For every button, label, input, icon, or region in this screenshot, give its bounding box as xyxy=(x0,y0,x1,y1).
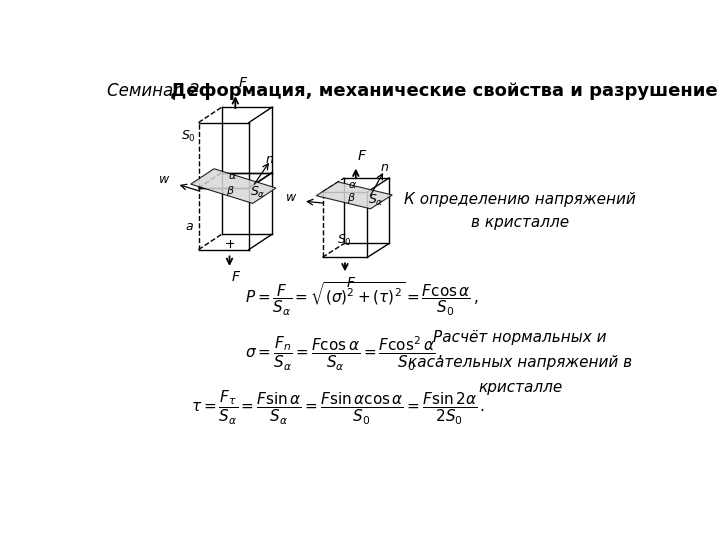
Text: $S_0$: $S_0$ xyxy=(181,129,197,144)
Text: $F$: $F$ xyxy=(231,271,241,285)
Text: $F$: $F$ xyxy=(357,150,367,164)
Text: $F$: $F$ xyxy=(238,76,248,90)
Polygon shape xyxy=(316,182,392,209)
Text: $n$: $n$ xyxy=(265,153,274,166)
Text: $\alpha$: $\alpha$ xyxy=(228,171,237,181)
Text: К определению напряжений: К определению напряжений xyxy=(404,192,636,207)
Text: $\beta$: $\beta$ xyxy=(226,184,235,198)
Polygon shape xyxy=(191,168,276,204)
Text: $a$: $a$ xyxy=(184,220,194,233)
Text: $F$: $F$ xyxy=(346,276,356,290)
Text: $P = \dfrac{F}{S_{\alpha}} = \sqrt{(\sigma)^2 + (\tau)^2} = \dfrac{F\cos\alpha}{: $P = \dfrac{F}{S_{\alpha}} = \sqrt{(\sig… xyxy=(245,281,479,319)
Text: $\beta$: $\beta$ xyxy=(347,191,356,205)
Text: $\tau = \dfrac{F_{\tau}}{S_{\alpha}} = \dfrac{F\sin\alpha}{S_{\alpha}} = \dfrac{: $\tau = \dfrac{F_{\tau}}{S_{\alpha}} = \… xyxy=(191,388,485,427)
Text: $w$: $w$ xyxy=(158,173,171,186)
Text: $\sigma = \dfrac{F_n}{S_{\alpha}} = \dfrac{F\cos\alpha}{S_{\alpha}} = \dfrac{F\c: $\sigma = \dfrac{F_n}{S_{\alpha}} = \dfr… xyxy=(245,334,443,373)
Text: Расчёт нормальных и
касательных напряжений в
кристалле: Расчёт нормальных и касательных напряжен… xyxy=(408,330,632,395)
Text: $S_0$: $S_0$ xyxy=(337,232,352,247)
Text: Семинар 2: Семинар 2 xyxy=(107,82,199,100)
Text: $\alpha$: $\alpha$ xyxy=(348,180,357,190)
Text: $w$: $w$ xyxy=(284,191,297,204)
Text: $S_\alpha$: $S_\alpha$ xyxy=(368,193,384,208)
Text: $n$: $n$ xyxy=(380,161,389,174)
Text: Деформация, механические свойства и разрушение металлов: Деформация, механические свойства и разр… xyxy=(163,82,720,100)
Text: $S_\alpha$: $S_\alpha$ xyxy=(251,185,266,200)
Text: в кристалле: в кристалле xyxy=(471,215,570,230)
